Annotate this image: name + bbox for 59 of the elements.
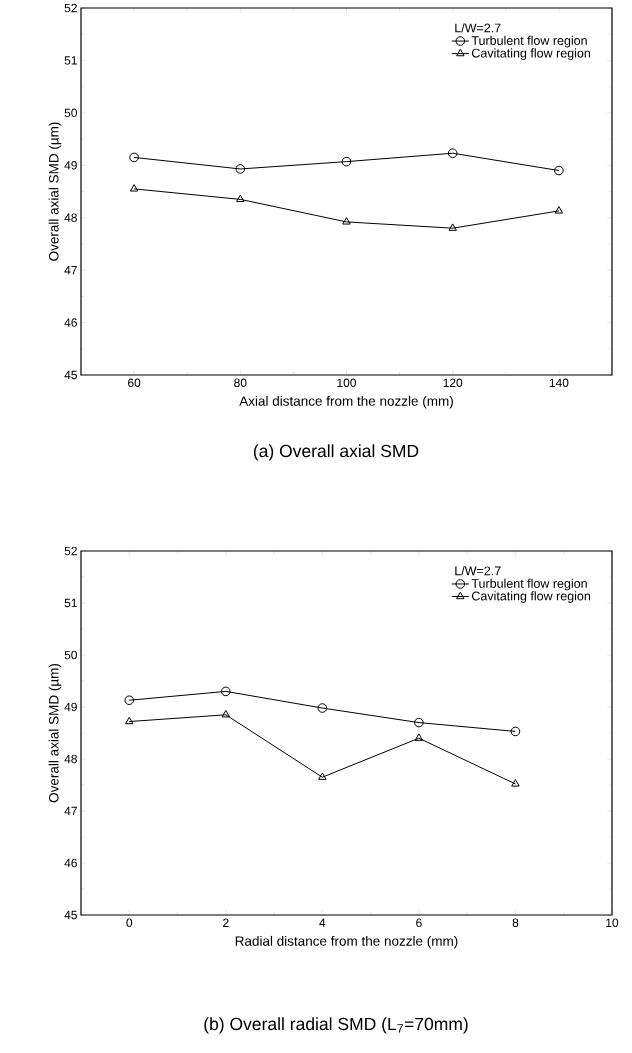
y-tick-label: 46 — [64, 318, 77, 327]
point — [342, 217, 351, 225]
y-tick-label: 51 — [64, 598, 77, 608]
y-tick-label: 45 — [64, 370, 77, 380]
y-tick-label: 47 — [64, 266, 77, 275]
y-tick-label: 52 — [64, 3, 77, 13]
y-tick-label: 49 — [64, 702, 77, 712]
point — [129, 184, 139, 192]
legend-label: Cavitating flow region — [471, 48, 591, 60]
x-axis-title: Radial distance from the nozzle (mm) — [235, 935, 458, 949]
y-tick-label: 50 — [64, 108, 77, 118]
point — [236, 194, 245, 203]
y-tick-label: 48 — [64, 213, 77, 222]
y-tick-label: 52 — [64, 546, 77, 556]
legend-title: L/W=2.7 — [455, 566, 501, 576]
legend-label: Cavitating flow region — [471, 591, 591, 603]
text: (a) Overall axial SMD — [253, 444, 419, 461]
point — [448, 223, 457, 231]
point — [124, 695, 135, 706]
y-tick-label: 45 — [64, 910, 77, 920]
y-tick-label: 48 — [64, 754, 77, 764]
x-tick-label: 4 — [319, 918, 326, 927]
x-tick-label: 60 — [128, 378, 141, 388]
x-axis-title: Axial distance from the nozzle (mm) — [239, 395, 453, 409]
x-tick-label: 140 — [549, 378, 569, 388]
legend-label: Turbulent flow region — [471, 35, 587, 48]
text: (b) Overall radial SMD (L$_{7}$=70mm) — [204, 1017, 468, 1034]
y-tick-label: 46 — [64, 858, 77, 868]
point — [125, 716, 134, 725]
point — [510, 726, 521, 737]
x-tick-label: 2 — [223, 918, 229, 927]
x-tick-label: 6 — [416, 918, 422, 928]
point — [341, 156, 352, 167]
point — [414, 717, 424, 728]
x-tick-label: 8 — [512, 918, 519, 928]
point — [317, 703, 328, 713]
point — [554, 165, 564, 176]
point — [414, 733, 424, 741]
point — [511, 779, 520, 787]
y-tick-label: 49 — [64, 161, 77, 170]
legend-title: L/W=2.7 — [455, 23, 501, 33]
y-tick-label: 50 — [64, 650, 77, 660]
x-tick-label: 80 — [234, 378, 247, 388]
point — [235, 164, 246, 174]
legend-label: Turbulent flow region — [471, 578, 587, 591]
y-axis-title: Overall axial SMD (µm) — [48, 663, 62, 803]
y-tick-label: 51 — [64, 56, 77, 65]
x-tick-label: 10 — [606, 918, 619, 928]
point — [221, 710, 231, 718]
point — [221, 686, 231, 697]
x-tick-label: 120 — [443, 378, 463, 388]
x-tick-label: 0 — [126, 918, 133, 928]
point — [318, 772, 327, 780]
point — [129, 152, 139, 163]
point — [447, 148, 458, 159]
point — [554, 206, 564, 214]
y-axis-title: Overall axial SMD (µm) — [48, 122, 62, 261]
x-tick-label: 100 — [337, 378, 357, 388]
y-tick-label: 47 — [64, 806, 77, 816]
